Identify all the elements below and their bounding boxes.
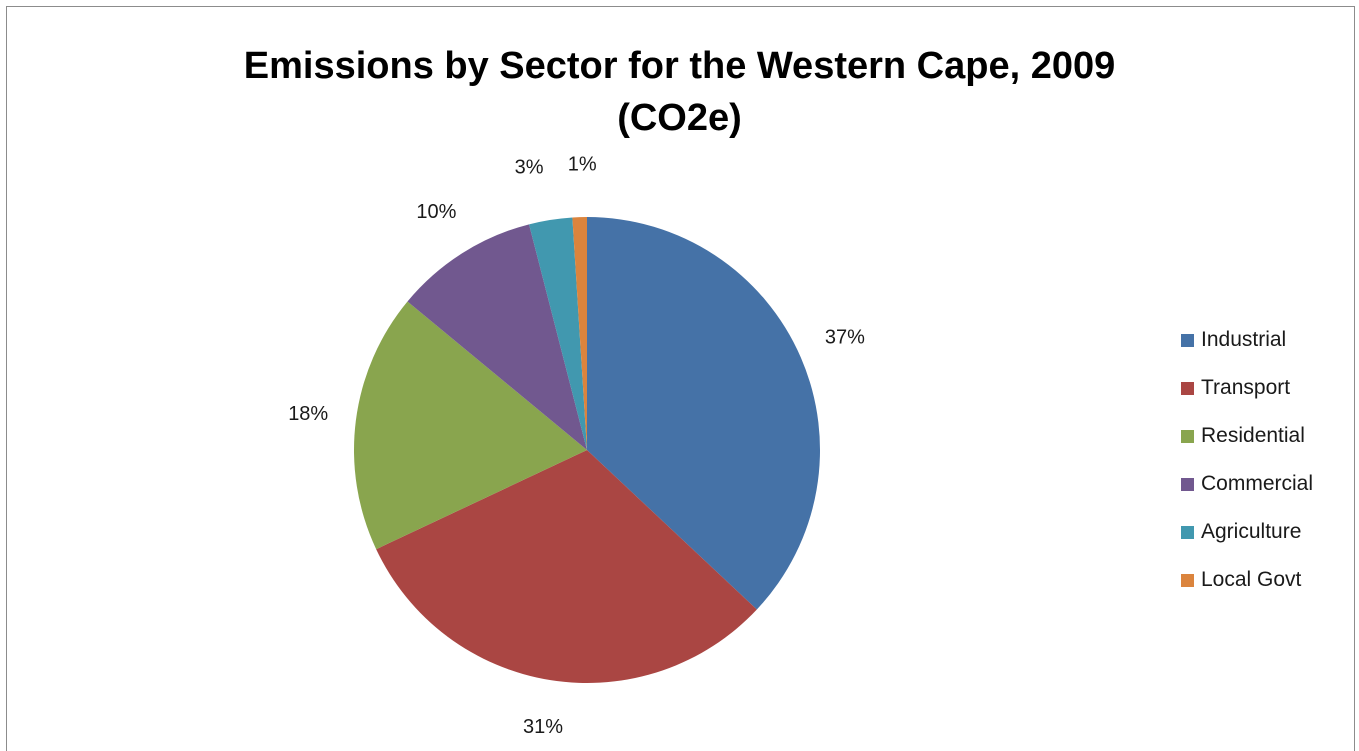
- data-label-industrial: 37%: [825, 327, 865, 349]
- legend-label-commercial: Commercial: [1201, 472, 1314, 495]
- legend-label-transport: Transport: [1201, 376, 1291, 399]
- legend-item-residential: Residential: [1181, 412, 1313, 460]
- legend-swatch-local-govt: [1181, 573, 1194, 587]
- legend-item-agriculture: Agriculture: [1181, 508, 1313, 556]
- legend-item-local-govt: Local Govt: [1181, 556, 1313, 604]
- pie-slice-commercial: [407, 224, 587, 450]
- legend-swatch-industrial: [1181, 333, 1194, 347]
- data-label-local-govt: 1%: [568, 153, 597, 175]
- legend-label-local-govt: Local Govt: [1201, 568, 1302, 591]
- chart-title-line-1: Emissions by Sector for the Western Cape…: [243, 45, 1116, 87]
- data-label-commercial: 10%: [416, 201, 456, 223]
- legend-swatch-agriculture: [1181, 525, 1194, 539]
- data-label-agriculture: 3%: [515, 157, 544, 179]
- legend-swatch-commercial: [1181, 477, 1194, 491]
- data-label-residential: 18%: [288, 403, 328, 425]
- pie-slice-residential: [354, 301, 587, 550]
- legend: Industrial Transport Residential Commerc…: [1181, 316, 1313, 604]
- chart-title: Emissions by Sector for the Western Cape…: [0, 40, 1359, 144]
- legend-swatch-residential: [1181, 429, 1194, 443]
- pie-slice-transport: [376, 450, 757, 683]
- legend-item-industrial: Industrial: [1181, 316, 1313, 364]
- pie-slice-local-govt: [572, 217, 587, 450]
- data-label-transport: 31%: [523, 716, 563, 738]
- legend-label-industrial: Industrial: [1201, 328, 1287, 351]
- legend-item-commercial: Commercial: [1181, 460, 1313, 508]
- pie-slice-industrial: [587, 217, 820, 610]
- legend-item-transport: Transport: [1181, 364, 1313, 412]
- legend-label-agriculture: Agriculture: [1201, 520, 1302, 543]
- pie-slice-agriculture: [529, 217, 587, 450]
- chart-title-line-2: (CO2e): [617, 97, 742, 139]
- legend-swatch-transport: [1181, 381, 1194, 395]
- legend-label-residential: Residential: [1201, 424, 1305, 447]
